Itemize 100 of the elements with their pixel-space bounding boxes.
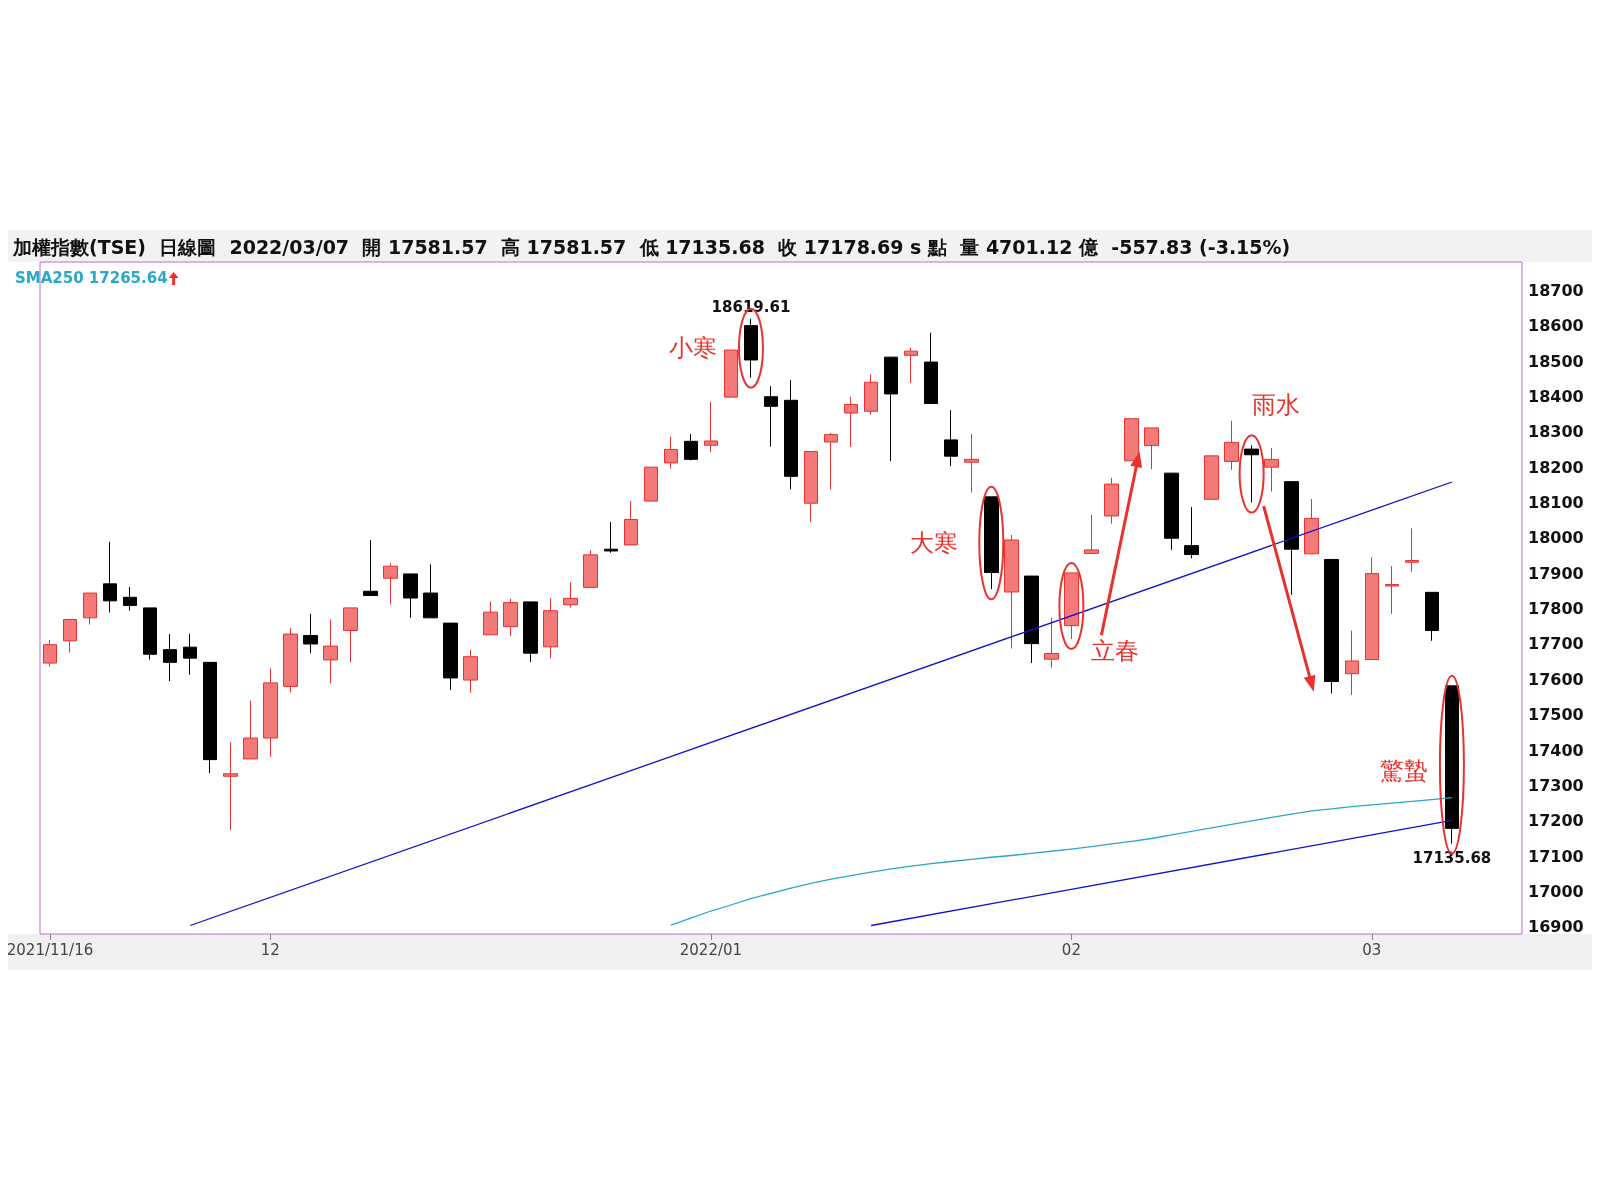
candlestick (844, 396, 858, 448)
candlestick (83, 592, 97, 626)
candlestick (43, 639, 57, 668)
y-tick-label: 17700 (1528, 634, 1584, 654)
candlestick (383, 562, 398, 605)
candlestick (103, 541, 117, 613)
candlestick (523, 601, 538, 663)
candlestick (1024, 575, 1039, 664)
candlestick (283, 627, 298, 693)
candlestick (884, 356, 898, 462)
candlestick (684, 433, 698, 461)
candlestick (1224, 420, 1239, 471)
x-tick-label: 2021/11/16 (6, 940, 94, 959)
candlestick (1204, 455, 1219, 500)
y-tick-label: 18100 (1528, 493, 1584, 513)
annotation: 大寒 (910, 529, 959, 557)
candlestick (63, 619, 77, 653)
candlestick (1264, 447, 1279, 493)
candlestick (1445, 685, 1459, 845)
y-tick-label: 16900 (1528, 917, 1584, 937)
annotation: 小寒 (668, 334, 717, 363)
candlestick (764, 385, 778, 448)
candlestick (563, 581, 578, 609)
candlestick (944, 409, 958, 467)
annotation: 17135.68 (1412, 848, 1492, 867)
candlestick (1304, 498, 1319, 555)
x-tick-label: 03 (1362, 940, 1382, 959)
candlestick (243, 700, 258, 760)
candlestick (363, 539, 378, 597)
candlestick (183, 633, 197, 676)
y-tick-label: 17600 (1528, 669, 1584, 689)
candlestick (824, 432, 838, 490)
candlestick (583, 549, 598, 588)
x-tick-label: 2022/01 (679, 940, 743, 959)
annotation: 立春 (1091, 637, 1140, 666)
y-tick-label: 17000 (1528, 882, 1584, 902)
chart-title: 加權指數(TSE) 日線圖 2022/03/07 開 17581.57 高 17581.57 低 17135.68 收 17178.69 s 點 量 4701.12 億 -557.83 (-3.15%) (12, 235, 1291, 258)
text: SMA250 17265.64 (15, 268, 168, 287)
candlestick (664, 436, 678, 470)
y-tick-label: 18600 (1528, 316, 1584, 336)
candlestick (223, 741, 238, 831)
candlestick (483, 601, 498, 636)
candlestick (1365, 556, 1379, 661)
candlestick (704, 401, 718, 453)
y-tick-label: 17400 (1528, 740, 1584, 760)
candlestick (503, 598, 518, 637)
candlestick (263, 667, 278, 758)
candlestick (463, 649, 478, 694)
y-tick-label: 17500 (1528, 705, 1584, 725)
candlestick (1164, 472, 1179, 551)
candlestick (924, 332, 938, 404)
candlestick (123, 586, 137, 612)
candlestick (1144, 427, 1159, 470)
candlestick (203, 661, 217, 774)
candlestick (403, 573, 418, 619)
candlestick (1405, 527, 1419, 573)
y-tick-label: 18700 (1528, 280, 1584, 300)
candlestick (1284, 481, 1299, 596)
candlestick (904, 347, 918, 384)
candlestick (1064, 572, 1079, 640)
candlestick (744, 318, 758, 379)
candlestick (543, 597, 558, 659)
y-tick-label: 18300 (1528, 422, 1584, 442)
candlestick (864, 373, 878, 415)
candlestick (724, 349, 738, 398)
candlestick (1004, 534, 1019, 650)
candlestick (1345, 630, 1359, 696)
candlestick (624, 500, 638, 546)
candlestick (1385, 565, 1399, 615)
candlestick (163, 633, 177, 682)
candlestick (1044, 617, 1059, 669)
annotation: 18619.61 (711, 297, 791, 316)
x-tick-label: 12 (260, 940, 280, 959)
y-tick-label: 17800 (1528, 599, 1584, 619)
annotation: 雨水 (1251, 391, 1300, 420)
candlestick (323, 619, 338, 684)
candlestick (804, 451, 818, 523)
y-tick-label: 17100 (1528, 846, 1584, 866)
candlestick (303, 613, 318, 654)
candlestick (984, 496, 999, 590)
candlestick (604, 521, 618, 554)
candlestick (644, 466, 658, 502)
y-tick-label: 18000 (1528, 528, 1584, 548)
candlestick (343, 607, 358, 663)
y-tick-label: 18400 (1528, 386, 1584, 406)
candlestick (1324, 558, 1339, 694)
candlestick (423, 563, 438, 619)
candlestick (1124, 418, 1139, 462)
candlestick (784, 379, 798, 490)
candlestick (1425, 591, 1439, 642)
candlestick (1084, 514, 1099, 554)
annotation: 驚蟄 (1379, 757, 1428, 786)
y-tick-label: 18500 (1528, 351, 1584, 371)
y-tick-label: 18200 (1528, 457, 1584, 477)
candlestick (1184, 506, 1199, 559)
candlestick (964, 433, 979, 494)
y-tick-label: 17300 (1528, 775, 1584, 795)
candlestick (1244, 444, 1259, 504)
candlestick (443, 622, 458, 691)
candlestick (143, 607, 157, 661)
